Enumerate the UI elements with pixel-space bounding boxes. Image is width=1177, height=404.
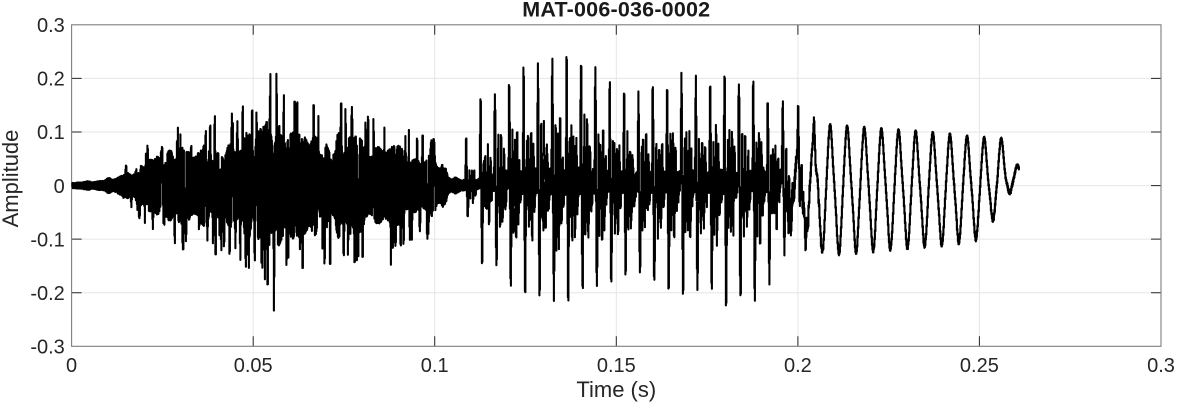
svg-text:0.15: 0.15 [597,355,636,377]
svg-text:Amplitude: Amplitude [0,130,23,228]
svg-text:0.2: 0.2 [37,69,65,91]
svg-text:0.3: 0.3 [37,15,65,37]
svg-text:0.2: 0.2 [784,355,812,377]
svg-text:-0.3: -0.3 [30,337,64,359]
svg-text:0.05: 0.05 [234,355,273,377]
svg-text:-0.2: -0.2 [30,283,64,305]
svg-text:0: 0 [66,355,77,377]
svg-text:0: 0 [54,176,65,198]
svg-text:0.1: 0.1 [37,122,65,144]
svg-text:0.25: 0.25 [960,355,999,377]
svg-text:Time (s): Time (s) [576,377,656,402]
svg-text:-0.1: -0.1 [30,229,64,251]
svg-text:0.3: 0.3 [1147,355,1175,377]
svg-text:MAT-006-036-0002: MAT-006-036-0002 [522,0,710,22]
svg-text:0.1: 0.1 [421,355,449,377]
